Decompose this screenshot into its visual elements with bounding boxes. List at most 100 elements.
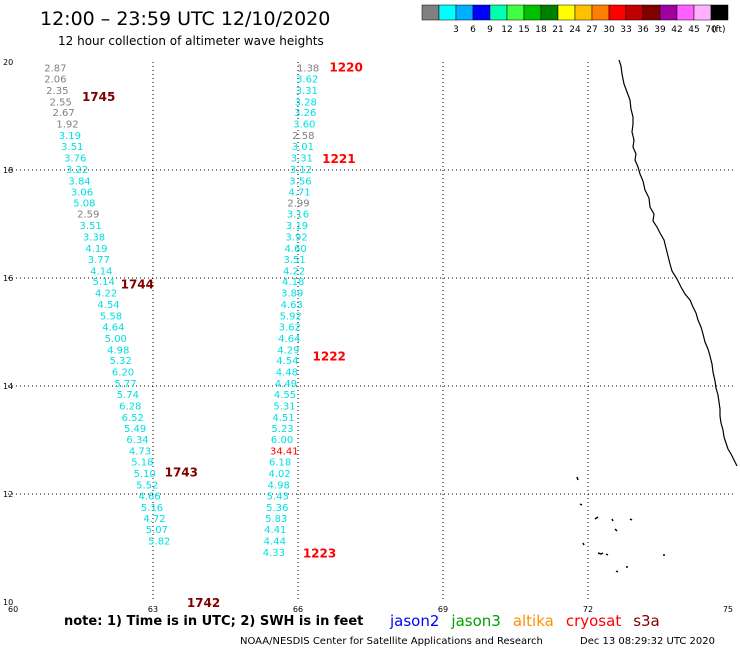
lon-tick-label: 60 xyxy=(8,605,18,614)
wave-height-label: 4.44 xyxy=(264,536,286,547)
mission-label: jason3 xyxy=(450,612,500,630)
wave-height-label: 3.60 xyxy=(293,120,315,131)
coastal-island-1 xyxy=(576,476,579,481)
mission-label: cryosat xyxy=(566,612,621,630)
wave-height-label: 4.54 xyxy=(276,356,298,367)
legend-swatch xyxy=(574,4,593,21)
wave-height-label: 5.43 xyxy=(267,492,289,503)
legend-swatch xyxy=(710,4,729,21)
legend-swatch xyxy=(438,4,457,21)
legend-swatch xyxy=(455,4,474,21)
legend-swatch xyxy=(523,4,542,21)
pass-time-label: 1744 xyxy=(121,277,154,291)
wave-height-label: 2.58 xyxy=(292,131,314,142)
wave-height-label: 4.51 xyxy=(272,413,294,424)
wave-height-label: 4.72 xyxy=(143,514,165,525)
india-west-coastline xyxy=(618,59,738,467)
legend-swatch xyxy=(591,4,610,21)
wave-height-label: 4.49 xyxy=(275,379,297,390)
mission-legend: jason2 jason3 altika cryosat s3a xyxy=(389,612,660,630)
lon-tick-label: 75 xyxy=(723,605,733,614)
legend-swatch xyxy=(693,4,712,21)
coastal-island-11 xyxy=(615,570,619,573)
wave-height-label: 4.73 xyxy=(129,446,151,457)
legend-bin-label: 21 xyxy=(552,25,563,35)
legend-swatch xyxy=(676,4,695,21)
legend-swatch xyxy=(506,4,525,21)
altimeter-track: 2.872.062.352.552.671.923.193.513.763.22… xyxy=(44,63,220,610)
wave-height-label: 4.63 xyxy=(281,300,303,311)
wave-height-label: 5.49 xyxy=(124,424,146,435)
wave-height-label: 2.55 xyxy=(50,97,72,108)
lat-tick-label: 10 xyxy=(3,598,13,607)
wave-height-label: 5.77 xyxy=(114,379,136,390)
lat-tick-label: 12 xyxy=(3,490,13,499)
lon-tick-label: 72 xyxy=(583,605,593,614)
legend-bin-label: 24 xyxy=(569,25,581,35)
wave-height-label: 6.18 xyxy=(269,458,291,469)
wave-height-label: 4.66 xyxy=(139,492,161,503)
map-grid: 60 63 66 69 72 75 10 12 14 16 18 20 xyxy=(3,58,733,614)
wave-height-label: 4.02 xyxy=(269,469,291,480)
wave-height-label: 3.51 xyxy=(284,255,306,266)
legend-swatch xyxy=(557,4,576,21)
pass-time-label: 1220 xyxy=(329,60,362,74)
wave-height-label: 4.48 xyxy=(276,367,298,378)
coastal-island-3 xyxy=(594,516,599,520)
wave-height-label: 4.98 xyxy=(268,480,290,491)
wave-height-label: 3.19 xyxy=(286,221,308,232)
wave-height-label: 3.31 xyxy=(291,154,313,165)
mission-label: jason2 xyxy=(389,612,439,630)
wave-height-label: 5.58 xyxy=(100,311,122,322)
legend-bin-label: 36 xyxy=(637,25,649,35)
wave-height-label: 3.38 xyxy=(83,232,105,243)
pass-time-label: 1742 xyxy=(187,596,220,610)
wave-height-label: 2.67 xyxy=(52,108,74,119)
wave-height-label: 4.64 xyxy=(102,323,124,334)
legend-swatch xyxy=(472,4,491,21)
legend-bin-label: 42 xyxy=(671,25,682,35)
mission-label: s3a xyxy=(633,612,660,630)
wave-height-label: 4.22 xyxy=(283,266,305,277)
wave-height-label: 34.41 xyxy=(270,446,299,457)
wave-height-label: 1.38 xyxy=(297,63,319,74)
wave-height-label: 3.19 xyxy=(59,131,81,142)
footer-note: note: 1) Time is in UTC; 2) SWH is in fe… xyxy=(64,614,363,629)
wave-height-label: 2.87 xyxy=(44,63,66,74)
footer-credit: NOAA/NESDIS Center for Satellite Applica… xyxy=(240,636,543,647)
legend-bin-label: 30 xyxy=(603,25,615,35)
wave-height-label: 6.28 xyxy=(119,401,141,412)
wave-height-label: 2.35 xyxy=(46,86,68,97)
legend-bin-label: 6 xyxy=(470,25,476,35)
wave-height-label: 3.06 xyxy=(71,188,93,199)
wave-height-label: 5.82 xyxy=(148,536,170,547)
wave-height-label: 2.59 xyxy=(77,210,99,221)
wave-height-label: 3.56 xyxy=(289,176,311,187)
legend-bin-label: 33 xyxy=(620,25,631,35)
wave-height-label: 3.51 xyxy=(61,142,83,153)
wave-height-label: 2.99 xyxy=(287,198,309,209)
wave-height-label: 3.84 xyxy=(68,176,90,187)
lat-tick-label: 20 xyxy=(3,58,13,67)
coastal-island-8 xyxy=(597,552,604,555)
wave-height-label: 5.36 xyxy=(266,503,288,514)
legend-bin-label: 39 xyxy=(654,25,666,35)
wave-height-label: 3.31 xyxy=(296,86,318,97)
wave-height-label: 4.29 xyxy=(277,345,299,356)
legend-bin-label: 15 xyxy=(518,25,529,35)
wave-height-label: 5.08 xyxy=(73,198,95,209)
wave-height-label: 4.22 xyxy=(95,289,117,300)
legend-bin-label: 9 xyxy=(487,25,493,35)
lon-tick-label: 66 xyxy=(293,605,303,614)
pass-time-label: 1221 xyxy=(322,152,355,166)
coastal-island-4 xyxy=(611,518,614,522)
lon-tick-label: 69 xyxy=(438,605,448,614)
legend-swatch xyxy=(625,4,644,21)
wave-height-label: 5.23 xyxy=(271,424,293,435)
legend-swatch xyxy=(659,4,678,21)
wave-height-label: 4.19 xyxy=(85,244,107,255)
wave-height-label: 5.18 xyxy=(131,458,153,469)
legend-swatch xyxy=(608,4,627,21)
wave-height-label: 5.14 xyxy=(93,277,115,288)
legend-unit: (ft) xyxy=(712,25,726,35)
